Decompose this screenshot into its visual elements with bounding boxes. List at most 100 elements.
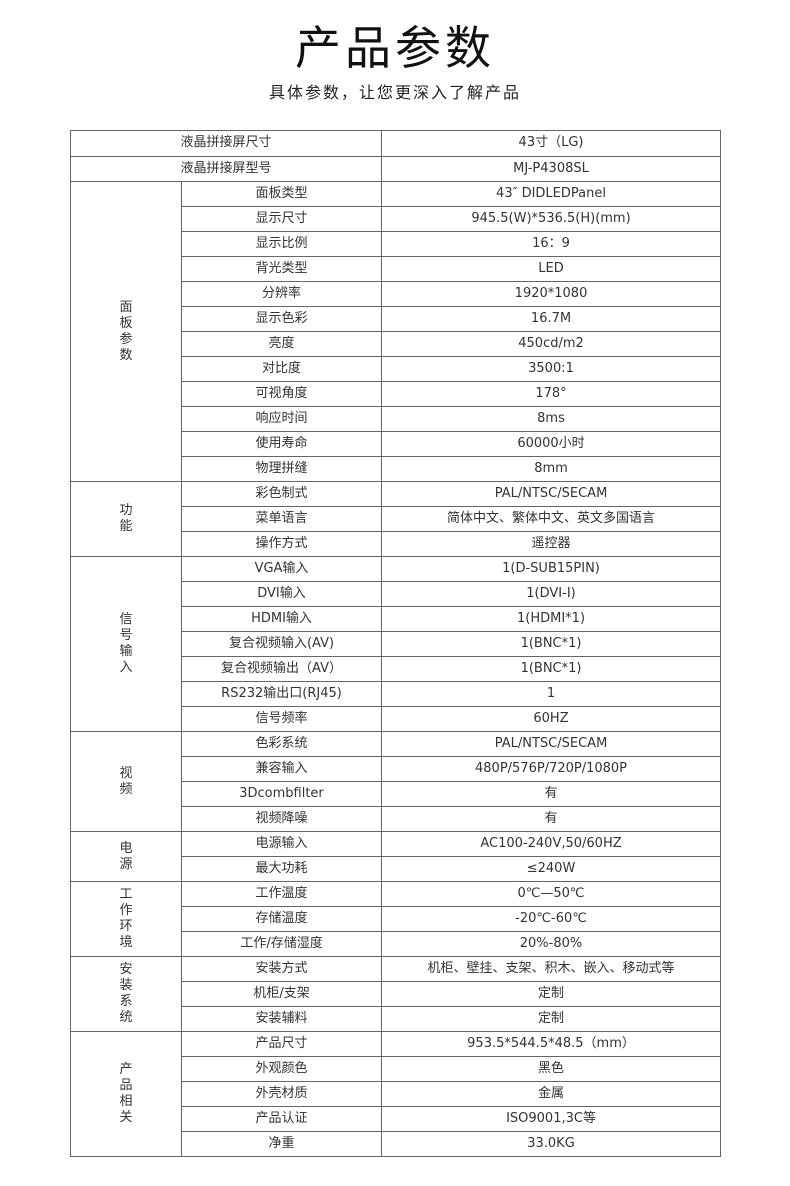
table-row: 视频降噪有 <box>71 806 722 832</box>
table-row: 兼容输入 480P/576P/720P/1080P <box>71 756 722 782</box>
table-row: 分辨率 1920*1080 <box>71 281 722 307</box>
spec-label: 产品认证 <box>180 1106 383 1132</box>
spec-label: 显示色彩 <box>180 306 383 332</box>
group-name: 视频 <box>70 731 182 832</box>
spec-value: 1(BNC*1) <box>381 656 722 682</box>
spec-value: 16.7M <box>381 306 722 332</box>
page-title: 产品参数 <box>295 21 495 75</box>
spec-label: 亮度 <box>180 331 383 357</box>
spec-value: 33.0KG <box>381 1131 722 1157</box>
spec-label: 复合视频输出（AV） <box>180 656 383 682</box>
spec-label: 外观颜色 <box>180 1056 383 1082</box>
table-row: 视频 色彩系统 PAL/NTSC/SECAM <box>70 731 722 832</box>
table-row: 3Dcombfilter 有 <box>71 781 722 807</box>
spec-label: 液晶拼接屏尺寸 <box>69 130 383 157</box>
spec-value: 178° <box>381 381 722 407</box>
group-name: 安装系统 <box>70 956 182 1032</box>
spec-label: 复合视频输入(AV) <box>180 631 383 657</box>
spec-label: 存储温度 <box>180 906 383 932</box>
spec-value: 遥控器 <box>381 531 722 557</box>
spec-label: 对比度 <box>180 356 383 382</box>
spec-label: RS232输出口(RJ45) <box>180 681 383 707</box>
spec-label: 色彩系统 <box>180 731 383 757</box>
table-row: 菜单语言 简体中文、繁体中文、英文多国语言 <box>71 506 722 532</box>
spec-label: 背光类型 <box>180 256 383 282</box>
spec-value: 1(D-SUB15PIN) <box>381 556 722 582</box>
table-row: 面板参数 面板类型 43″ DIDLEDPanel <box>70 181 722 482</box>
spec-label: 分辨率 <box>180 281 383 307</box>
table-row: 显示色彩 16.7M <box>71 306 722 332</box>
spec-label: 面板类型 <box>180 181 383 207</box>
spec-value: AC100-240V,50/60HZ <box>381 831 722 857</box>
spec-label: HDMI输入 <box>180 606 383 632</box>
group-name-text: 功能 <box>119 503 133 534</box>
spec-label: 显示尺寸 <box>180 206 383 232</box>
table-row: 存储温度 -20℃-60℃ <box>71 906 722 932</box>
group-name-text: 面板参数 <box>119 299 133 363</box>
spec-value: 1(BNC*1) <box>381 631 722 657</box>
spec-value: 0℃—50℃ <box>381 881 722 907</box>
table-row: HDMI输入 1(HDMI*1) <box>71 606 722 632</box>
spec-label: 3Dcombfilter <box>180 781 383 807</box>
spec-value: 43寸（LG) <box>381 130 722 157</box>
group-name-text: 安装系统 <box>119 962 133 1025</box>
spec-value: 定制 <box>381 981 722 1007</box>
spec-label: 机柜/支架 <box>180 981 383 1007</box>
spec-value: 1(DVI-I) <box>381 581 722 607</box>
table-row: 亮度 450cd/m2 <box>71 331 722 357</box>
spec-value: 945.5(W)*536.5(H)(mm) <box>381 206 722 232</box>
group-name: 面板参数 <box>70 181 182 482</box>
spec-value: MJ-P4308SL <box>381 155 722 182</box>
spec-value: 953.5*544.5*48.5（mm） <box>381 1031 722 1057</box>
spec-label: 安装方式 <box>180 956 383 982</box>
page-subtitle: 具体参数，让您更深入了解产品 <box>268 83 521 102</box>
table-row: 最大功耗 ≤240W <box>71 856 722 882</box>
table-row: 外观颜色 黑色 <box>71 1056 722 1082</box>
spec-label: 菜单语言 <box>180 506 383 532</box>
spec-label: 最大功耗 <box>180 856 383 882</box>
table-row: DVI输入 1(DVI-I) <box>71 581 722 607</box>
table-row: 显示尺寸 945.5(W)*536.5(H)(mm) <box>71 206 722 232</box>
spec-value: 20%-80% <box>381 931 722 957</box>
group-name: 电源 <box>70 831 182 882</box>
table-row: 显示比例 16：9 <box>71 231 722 257</box>
spec-label: 液晶拼接屏型号 <box>69 155 383 182</box>
spec-label: 显示比例 <box>180 231 383 257</box>
spec-label: 工作/存储湿度 <box>180 931 383 957</box>
spec-value: 8ms <box>381 406 722 432</box>
spec-value: 金属 <box>381 1081 722 1107</box>
table-row: 背光类型 LED <box>71 256 722 282</box>
table-row: 净重 33.0KG <box>71 1131 722 1157</box>
table-row: 功能 彩色制式 PAL/NTSC/SECAM <box>70 481 722 557</box>
spec-label: 可视角度 <box>180 381 383 407</box>
spec-label: 净重 <box>180 1131 383 1157</box>
spec-value: 16：9 <box>381 231 722 257</box>
spec-value: ISO9001,3C等 <box>381 1106 722 1132</box>
spec-label: 兼容输入 <box>180 756 383 782</box>
table-row: 液晶拼接屏尺寸 43寸（LG) <box>69 130 722 157</box>
spec-label: 视频降噪 <box>180 806 383 832</box>
table-row: 电源 电源输入 AC100-240V,50/60HZ <box>70 831 722 882</box>
table-row: 工作环境 工作温度 0℃—50℃ <box>70 881 722 957</box>
spec-value: 60HZ <box>381 706 722 732</box>
table-row: 可视角度 178° <box>71 381 722 407</box>
group-name-text: 信号输入 <box>119 612 133 675</box>
group-name: 信号输入 <box>70 556 182 732</box>
table-row: 复合视频输入(AV) 1(BNC*1) <box>71 631 722 657</box>
spec-label: 安装辅料 <box>180 1006 383 1032</box>
spec-label: DVI输入 <box>180 581 383 607</box>
table-row: 信号频率 60HZ <box>71 706 722 732</box>
spec-label: 外壳材质 <box>180 1081 383 1107</box>
spec-value: 机柜、壁挂、支架、积木、嵌入、移动式等 <box>381 956 722 982</box>
spec-label: VGA输入 <box>180 556 383 582</box>
spec-label: 彩色制式 <box>180 481 383 507</box>
table-row: 操作方式 遥控器 <box>71 531 722 557</box>
spec-label: 操作方式 <box>180 531 383 557</box>
spec-value: 简体中文、繁体中文、英文多国语言 <box>381 506 722 532</box>
group-name-text: 视频 <box>119 765 133 797</box>
spec-label: 响应时间 <box>180 406 383 432</box>
spec-value: PAL/NTSC/SECAM <box>381 481 722 507</box>
group-name-text: 工作环境 <box>119 887 133 950</box>
spec-value: -20℃-60℃ <box>381 906 722 932</box>
spec-value: 3500:1 <box>381 356 722 382</box>
